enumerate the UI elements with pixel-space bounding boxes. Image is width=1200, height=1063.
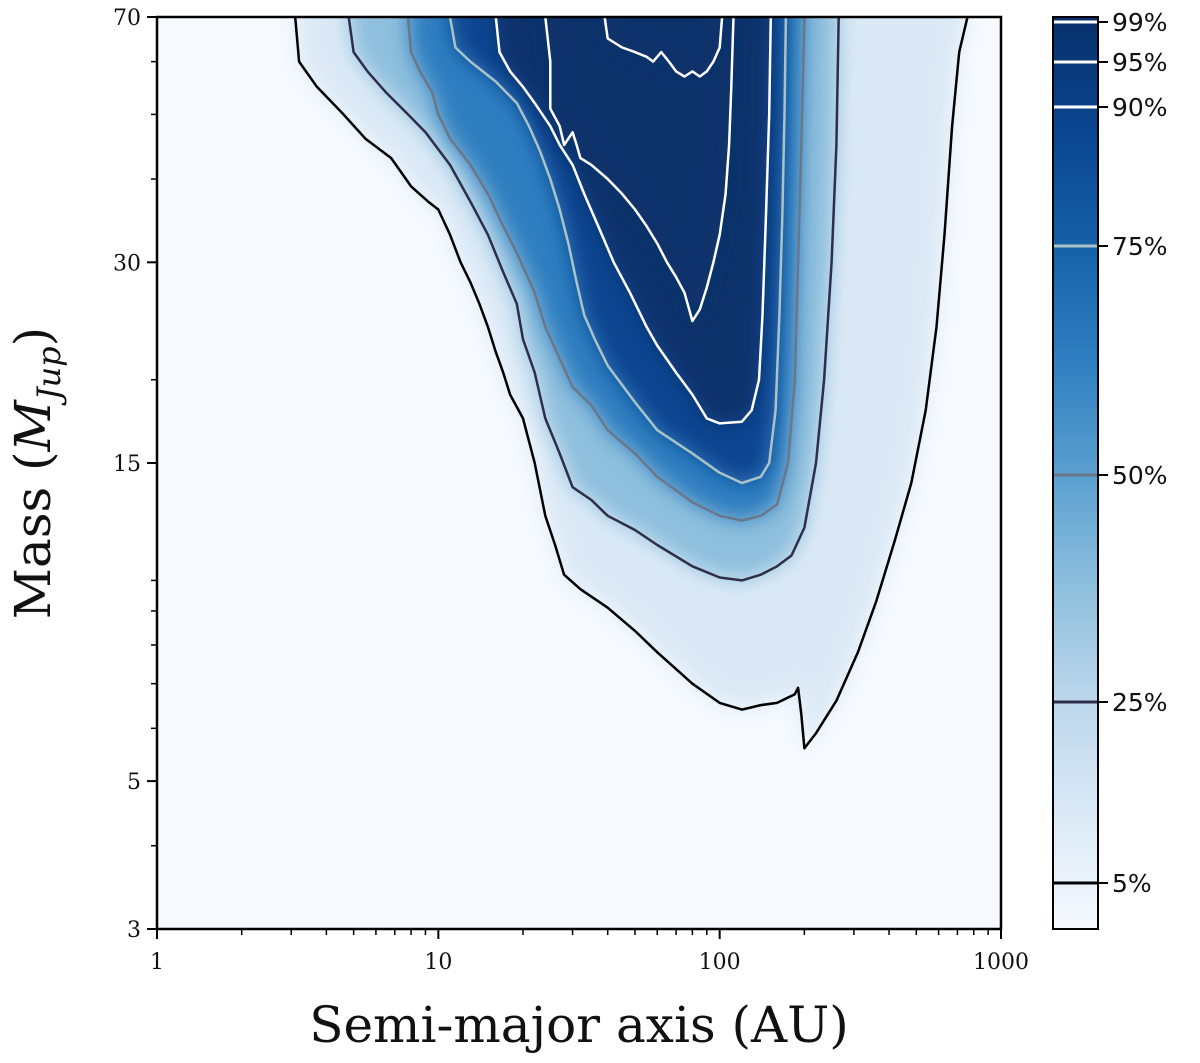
contour-lines — [293, 17, 969, 750]
colorbar-tick-label: 25% — [1112, 688, 1168, 717]
contour-line-5 — [293, 17, 969, 750]
contour-line-50 — [406, 17, 806, 522]
colorbar-tick-label: 75% — [1112, 232, 1168, 261]
y-axis: 3 5 15 30 70 — [113, 6, 157, 943]
y-tick-label: 15 — [113, 452, 141, 477]
colorbar-tick-label: 99% — [1112, 8, 1168, 37]
contour-line-25 — [347, 17, 840, 582]
density-fill-95 — [545, 17, 734, 321]
y-tick-label: 3 — [127, 918, 141, 943]
y-axis-title-symbol: M — [4, 398, 62, 452]
colorbar-ticks: 5% 25% 50% 75% 90% 95% 99% — [1053, 8, 1168, 898]
x-axis-title: Semi-major axis (AU) — [309, 996, 849, 1054]
plot-frame — [155, 15, 1003, 931]
y-axis-title-close: ) — [4, 327, 62, 347]
colorbar — [1053, 17, 1098, 929]
y-axis-title: Mass (MJup) — [4, 327, 68, 619]
contour-line-99 — [603, 17, 724, 78]
x-axis: 1 10 100 1000 — [150, 929, 1029, 975]
colorbar-tick-label: 95% — [1112, 48, 1168, 77]
y-tick-label: 5 — [127, 770, 141, 795]
density-fill-99 — [604, 17, 723, 77]
colorbar-frame — [1052, 16, 1099, 930]
colorbar-tick-label: 5% — [1112, 869, 1152, 898]
colorbar-tick-label: 50% — [1112, 461, 1168, 490]
contour-line-95 — [544, 17, 735, 323]
y-axis-title-main: Mass ( — [4, 451, 62, 619]
x-tick-label: 1 — [150, 950, 164, 975]
contour-line-75 — [448, 17, 788, 485]
x-tick-label: 100 — [699, 950, 741, 975]
colorbar-tick-label: 90% — [1112, 93, 1168, 122]
contour-line-90 — [494, 17, 773, 425]
y-tick-label: 70 — [113, 6, 141, 31]
x-tick-label: 10 — [424, 950, 452, 975]
y-tick-label: 30 — [113, 251, 141, 276]
y-axis-title-subscript: Jup — [30, 346, 68, 406]
x-tick-label: 1000 — [973, 950, 1029, 975]
